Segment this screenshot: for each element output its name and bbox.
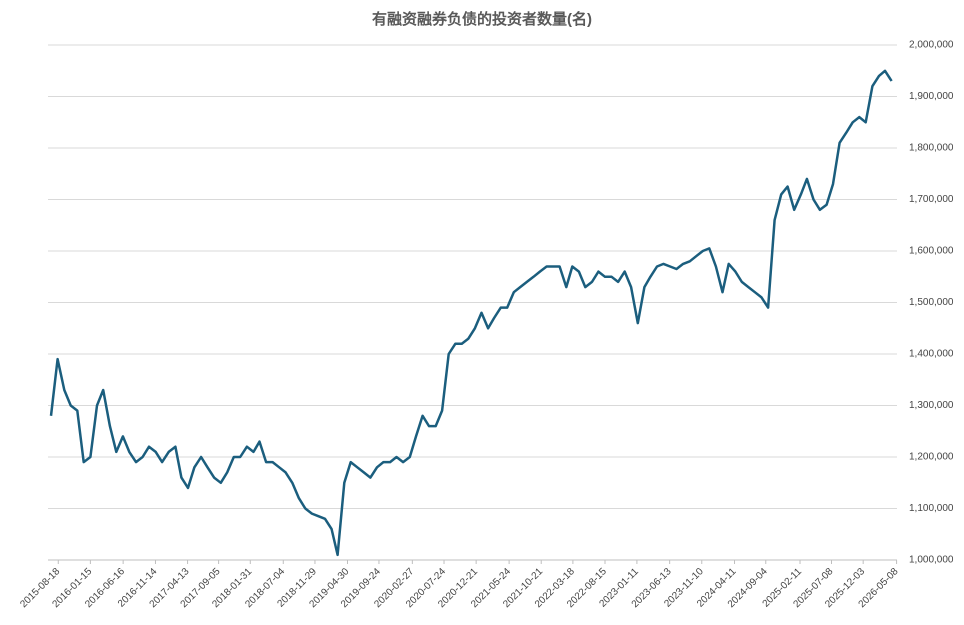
y-tick-label: 1,200,000 [909, 452, 954, 463]
y-tick-label: 1,800,000 [909, 143, 954, 154]
y-tick-label: 1,700,000 [909, 194, 954, 205]
y-tick-label: 1,600,000 [909, 246, 954, 257]
y-tick-label: 1,900,000 [909, 91, 954, 102]
data-line [49, 69, 893, 557]
chart-title: 有融资融券负债的投资者数量(名) [372, 10, 592, 28]
y-tick-label: 2,000,000 [909, 40, 954, 51]
y-tick-label: 1,100,000 [909, 503, 954, 514]
y-tick-label: 1,500,000 [909, 297, 954, 308]
y-tick-label: 1,000,000 [909, 555, 954, 566]
y-tick-label: 1,400,000 [909, 349, 954, 360]
y-tick-label: 1,300,000 [909, 400, 954, 411]
